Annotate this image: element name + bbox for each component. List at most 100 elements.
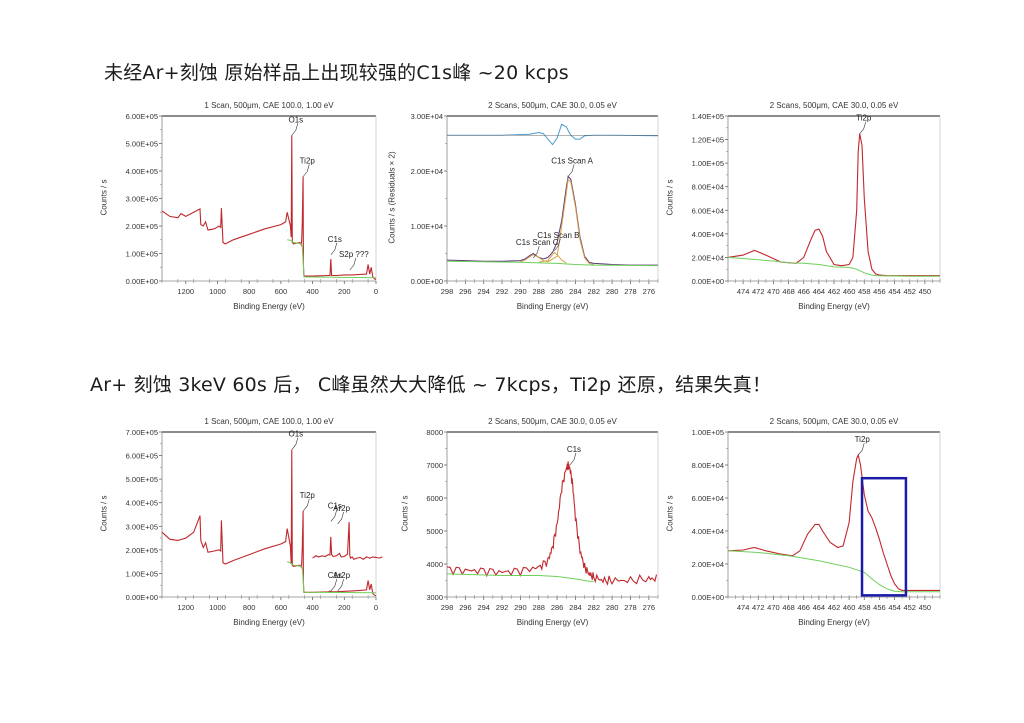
- y-tick-label: 2.00E+05: [126, 222, 158, 231]
- y-tick-label: 7.00E+05: [126, 428, 158, 437]
- x-tick-label: 450: [919, 603, 932, 612]
- x-tick-label: 288: [532, 287, 545, 296]
- y-tick-label: 0.00E+00: [692, 593, 724, 602]
- x-tick-label: 294: [477, 287, 490, 296]
- x-tick-label: 290: [514, 287, 527, 296]
- x-tick-label: 400: [306, 287, 319, 296]
- peak-label: C1s Scan C: [516, 238, 559, 247]
- series-scan-c-component: [520, 254, 549, 263]
- y-tick-label: 3.00E+04: [411, 112, 443, 121]
- series-background: [446, 573, 594, 582]
- x-tick-label: 296: [459, 287, 472, 296]
- y-tick-label: 3000: [426, 593, 443, 602]
- peak-label: C1s Scan B: [537, 231, 579, 240]
- x-tick-label: 292: [496, 287, 509, 296]
- y-tick-label: 7000: [426, 461, 443, 470]
- y-tick-label: 2.00E+04: [692, 253, 724, 262]
- chart-title: 1 Scan, 500μm, CAE 100.0, 1.00 eV: [204, 417, 334, 426]
- x-tick-label: 0: [374, 287, 378, 296]
- x-tick-label: 296: [459, 603, 472, 612]
- x-tick-label: 298: [441, 603, 454, 612]
- x-tick-label: 1200: [177, 287, 194, 296]
- series-background: [727, 256, 940, 277]
- peak-label: O1s: [288, 430, 303, 439]
- y-tick-label: 1.00E+05: [692, 428, 724, 437]
- peak-label: C1s: [328, 571, 342, 580]
- series-spectrum: [446, 461, 658, 586]
- y-tick-label: 6.00E+05: [126, 452, 158, 461]
- x-axis-label: Binding Energy (eV): [516, 302, 589, 311]
- chart-title: 2 Scans, 500μm, CAE 30.0, 0.05 eV: [769, 417, 899, 426]
- x-tick-label: 200: [338, 287, 351, 296]
- y-tick-label: 0.00E+00: [692, 277, 724, 286]
- chart-title: 2 Scans, 500μm, CAE 30.0, 0.05 eV: [488, 101, 617, 110]
- series-envelope: [446, 175, 658, 266]
- x-tick-label: 600: [275, 287, 288, 296]
- x-tick-label: 454: [888, 603, 901, 612]
- x-axis-label: Binding Energy (eV): [233, 618, 305, 627]
- x-tick-label: 462: [828, 603, 841, 612]
- y-tick-label: 8000: [426, 428, 443, 437]
- peak-label: O1s: [288, 115, 303, 124]
- x-tick-label: 800: [243, 287, 256, 296]
- x-tick-label: 278: [624, 287, 637, 296]
- y-tick-label: 4.00E+04: [692, 230, 724, 239]
- peak-label: Ti2p: [855, 435, 871, 444]
- x-tick-label: 1000: [209, 287, 226, 296]
- x-tick-label: 282: [588, 287, 601, 296]
- peak-label: Ti2p: [300, 157, 316, 166]
- y-tick-label: 8.00E+04: [692, 183, 724, 192]
- series-background: [727, 550, 940, 593]
- y-tick-label: 5000: [426, 527, 443, 536]
- x-tick-label: 464: [813, 287, 826, 296]
- series-spectrum: [727, 453, 940, 591]
- x-tick-label: 466: [797, 603, 810, 612]
- x-tick-label: 286: [551, 603, 564, 612]
- series-background: [287, 239, 377, 279]
- peak-label: Ar2p: [333, 504, 350, 513]
- x-tick-label: 276: [643, 603, 656, 612]
- x-axis-label: Binding Energy (eV): [516, 618, 589, 627]
- x-tick-label: 282: [588, 603, 601, 612]
- x-tick-label: 474: [737, 287, 750, 296]
- chart-title: 2 Scans, 500μm, CAE 30.0, 0.05 eV: [488, 417, 617, 426]
- x-tick-label: 400: [306, 603, 319, 612]
- x-axis-label: Binding Energy (eV): [798, 302, 870, 311]
- x-axis-label: Binding Energy (eV): [798, 618, 870, 627]
- y-tick-label: 6.00E+05: [126, 112, 158, 121]
- y-tick-label: 1.20E+05: [692, 136, 724, 145]
- x-tick-label: 452: [903, 287, 916, 296]
- peak-label: C1s: [567, 445, 581, 454]
- x-axis-label: Binding Energy (eV): [233, 302, 305, 311]
- y-tick-label: 6000: [426, 494, 443, 503]
- x-tick-label: 472: [752, 603, 765, 612]
- x-tick-label: 298: [441, 287, 454, 296]
- peak-label: C1s Scan A: [551, 157, 593, 166]
- x-tick-label: 450: [919, 287, 932, 296]
- peak-label: Ti2p: [300, 491, 316, 500]
- chart-title: 2 Scans, 500μm, CAE 30.0, 0.05 eV: [769, 101, 899, 110]
- x-tick-label: 464: [813, 603, 826, 612]
- y-tick-label: 5.00E+05: [126, 475, 158, 484]
- y-tick-label: 4.00E+05: [126, 499, 158, 508]
- x-tick-label: 278: [624, 603, 637, 612]
- x-tick-label: 0: [374, 603, 378, 612]
- x-tick-label: 474: [737, 603, 750, 612]
- y-tick-label: 4.00E+05: [126, 167, 158, 176]
- x-tick-label: 290: [514, 603, 527, 612]
- y-tick-label: 4.00E+04: [692, 527, 724, 536]
- series-inset-magnified: [312, 521, 383, 560]
- x-tick-label: 458: [858, 603, 871, 612]
- peak-label: C1s: [328, 502, 342, 511]
- series-residuals: [447, 123, 659, 146]
- x-tick-label: 280: [606, 603, 619, 612]
- x-tick-label: 456: [873, 287, 886, 296]
- y-tick-label: 1.40E+05: [692, 112, 724, 121]
- y-tick-label: 0.00E+00: [411, 277, 443, 286]
- x-tick-label: 452: [903, 603, 916, 612]
- series-spectrum: [161, 449, 377, 597]
- y-tick-label: 2.00E+04: [411, 167, 443, 176]
